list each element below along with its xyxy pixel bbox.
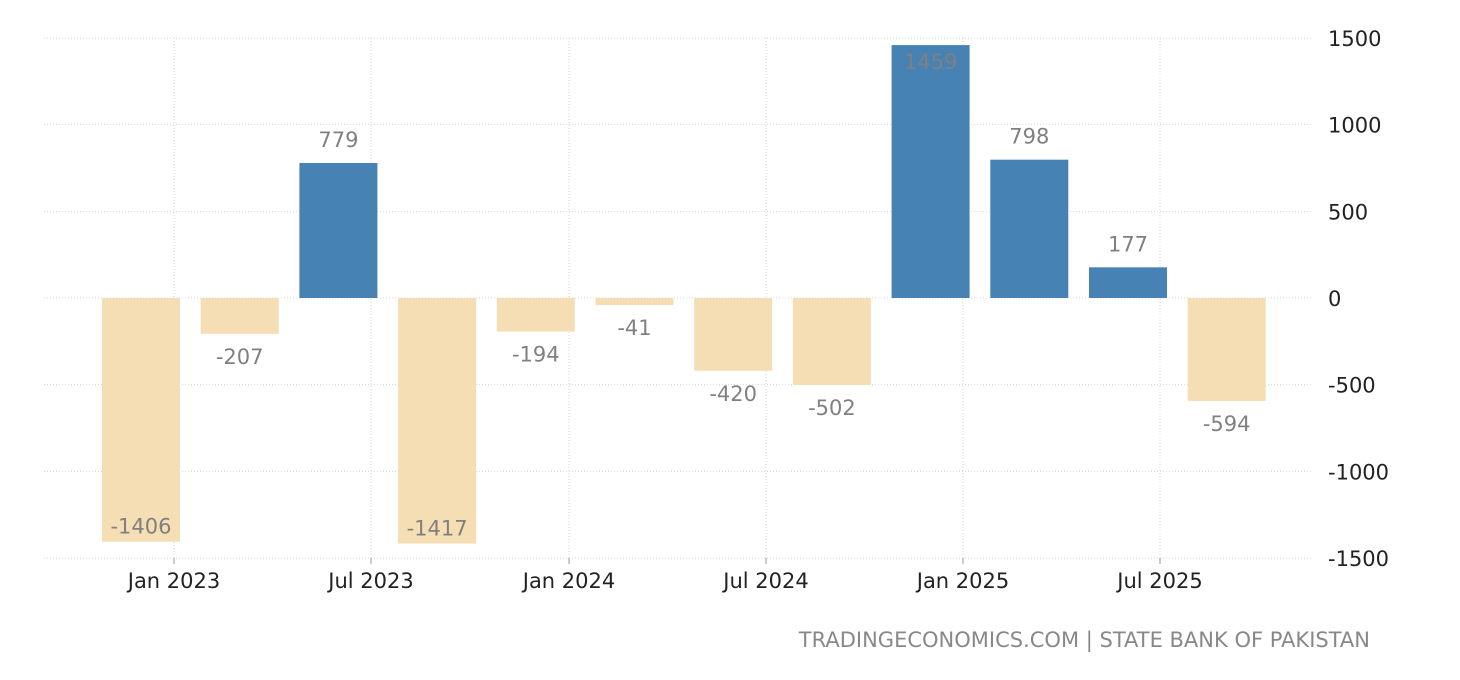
- bar[interactable]: [102, 298, 180, 542]
- bar[interactable]: [990, 159, 1069, 298]
- x-tick-label: Jul 2023: [326, 569, 413, 593]
- bars: [102, 45, 1266, 544]
- x-tick-label: Jul 2025: [1115, 569, 1202, 593]
- data-label: -207: [216, 345, 264, 369]
- y-tick-label: 500: [1328, 200, 1368, 224]
- data-label: 779: [318, 128, 358, 152]
- bar[interactable]: [398, 298, 477, 544]
- bar[interactable]: [496, 298, 575, 332]
- y-tick-label: 0: [1328, 287, 1341, 311]
- bar[interactable]: [694, 298, 773, 371]
- data-label: 798: [1009, 125, 1049, 149]
- x-tick-label: Jan 2025: [915, 569, 1010, 593]
- bar[interactable]: [792, 298, 871, 386]
- bar[interactable]: [1187, 298, 1266, 401]
- data-label: -420: [709, 382, 757, 406]
- bar[interactable]: [891, 45, 970, 299]
- data-labels: -1406 -207 779 -1417 -194 -41 -420 -502 1459 798 1…: [110, 50, 1250, 541]
- y-tick-label: -1000: [1328, 460, 1389, 484]
- bar[interactable]: [1089, 267, 1167, 298]
- y-axis-ticks: 1500 1000 500 0 -500 -1000 -1500: [1328, 27, 1389, 571]
- data-label: -1406: [110, 515, 171, 539]
- y-tick-label: -1500: [1328, 547, 1389, 571]
- data-label: -502: [808, 396, 856, 420]
- y-tick-label: 1000: [1328, 114, 1381, 138]
- x-axis-ticks: Jan 2023 Jul 2023 Jan 2024 Jul 2024 Jan 2025…: [126, 558, 1203, 593]
- bar[interactable]: [200, 298, 279, 334]
- data-label: -1417: [407, 517, 468, 541]
- bar[interactable]: [595, 298, 674, 306]
- y-tick-label: 1500: [1328, 27, 1381, 51]
- bar[interactable]: [299, 162, 378, 298]
- y-tick-label: -500: [1328, 374, 1376, 398]
- x-tick-label: Jan 2024: [521, 569, 616, 593]
- data-label: -594: [1203, 412, 1251, 436]
- data-label: 177: [1108, 232, 1148, 256]
- source-credit: TRADINGECONOMICS.COM | STATE BANK OF PAK…: [798, 628, 1370, 652]
- x-tick-label: Jan 2023: [126, 569, 221, 593]
- data-label: -41: [617, 316, 651, 340]
- data-label: 1459: [904, 50, 957, 74]
- x-tick-label: Jul 2024: [721, 569, 808, 593]
- data-label: -194: [512, 343, 560, 367]
